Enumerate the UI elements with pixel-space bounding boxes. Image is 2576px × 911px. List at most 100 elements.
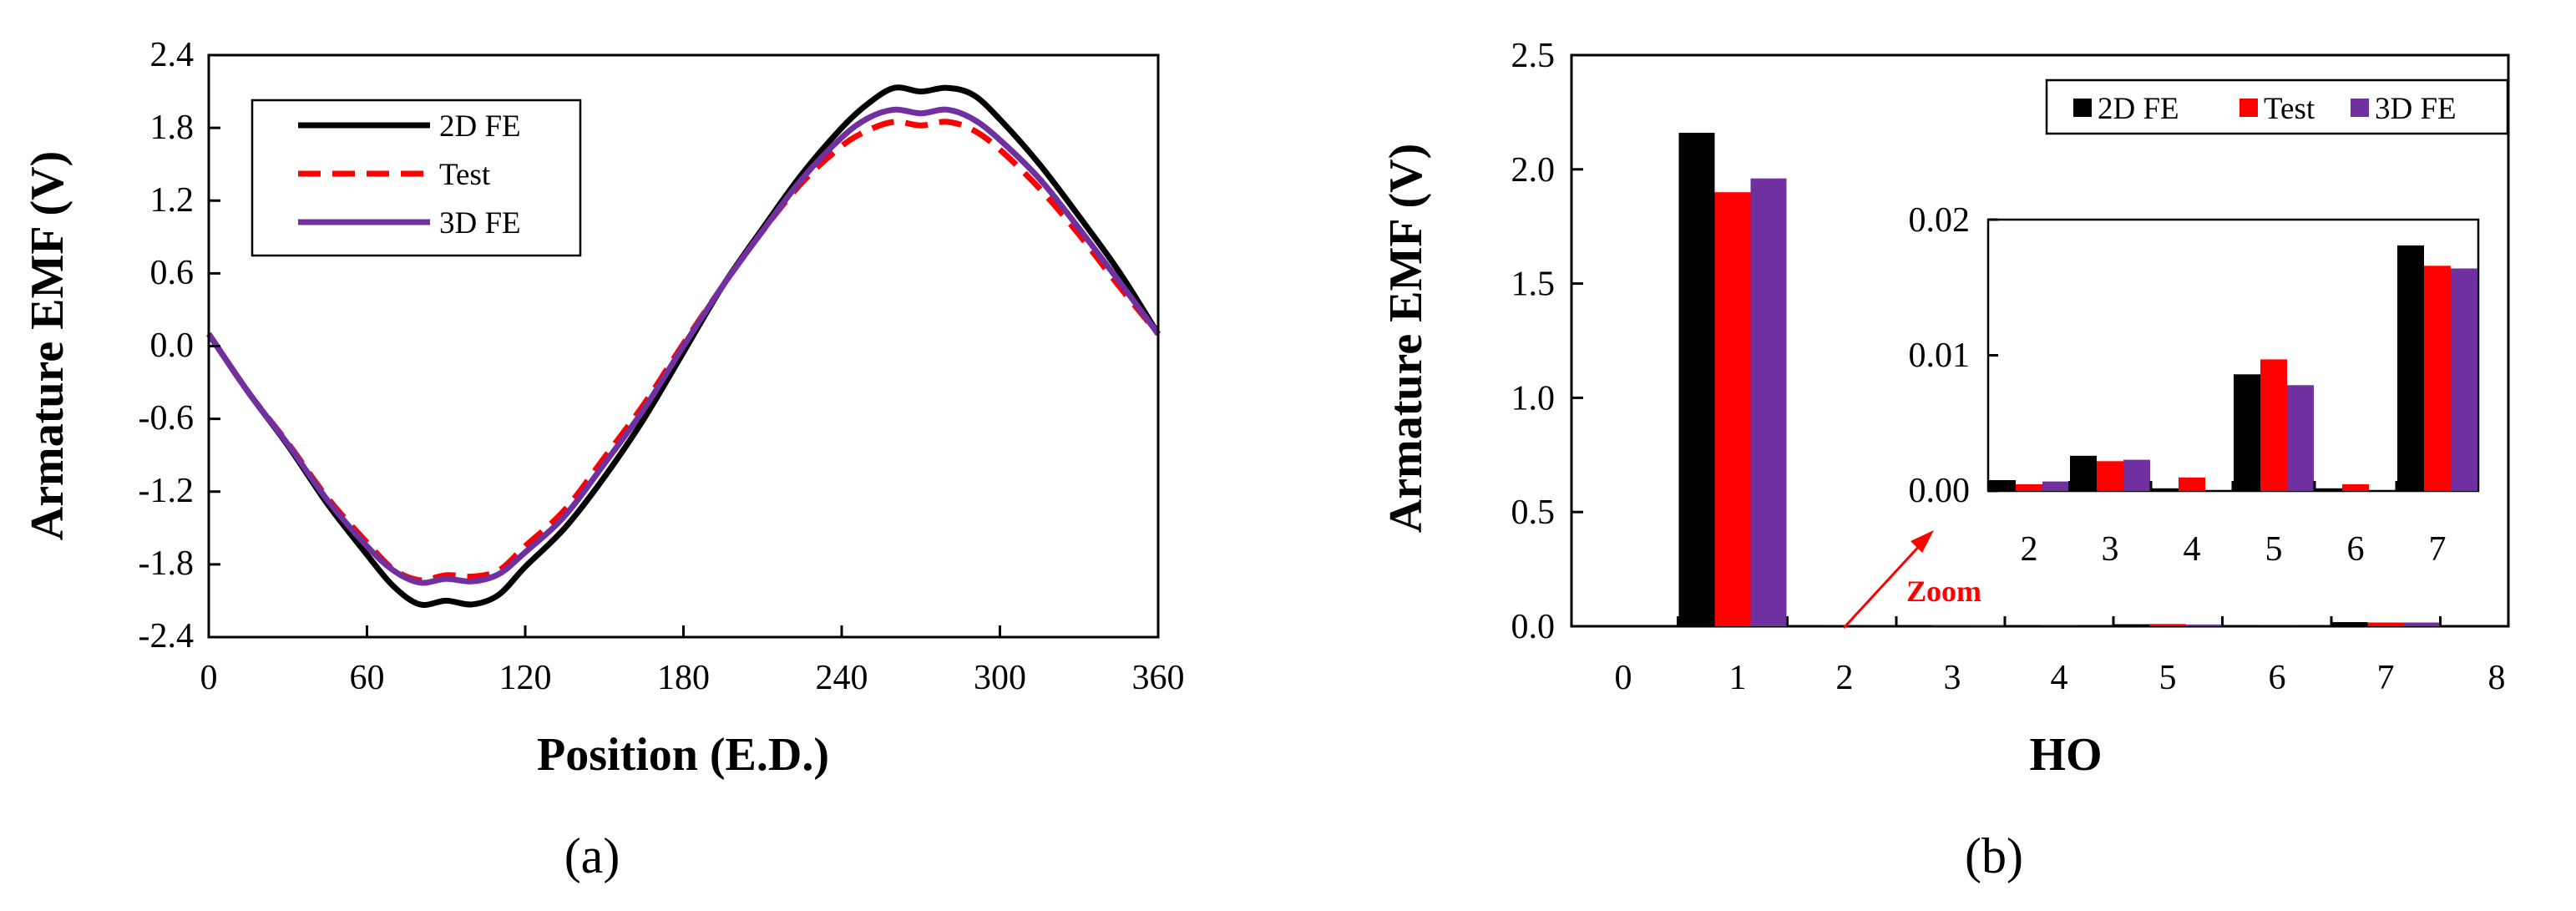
- panel-a-xtick-label: 180: [657, 659, 710, 697]
- inset-xtick-label: 5: [2265, 530, 2283, 569]
- series-line-2d-fe: [206, 84, 1161, 608]
- panel-b-ytick-label: 0.5: [1511, 493, 1556, 532]
- bar-2d-fe-ho-1: [1678, 133, 1715, 626]
- inset-ytick-label: 0.00: [1909, 472, 1971, 510]
- panel-b-y-axis-title: Armature EMF (V): [1380, 144, 1432, 534]
- inset-bar-test-ho-4: [2179, 477, 2205, 492]
- inset-bar-2d-fe-ho-4: [2152, 488, 2179, 492]
- inset-xtick-label: 6: [2347, 530, 2365, 569]
- inset-bar-3d-fe-ho-3: [2123, 459, 2150, 491]
- panel-a-ytick-label: -1.8: [139, 544, 195, 583]
- panel-b-xtick-label: 6: [2269, 659, 2286, 697]
- bar-2d-fe-ho-3: [1896, 625, 1933, 626]
- panel-b-inset-frame: [1986, 218, 2480, 493]
- panel-b-ytick-label: 2.5: [1511, 37, 1556, 75]
- panel-b-ytick-label: 1.5: [1511, 266, 1556, 304]
- bar-3d-fe-ho-5: [2185, 624, 2222, 626]
- panel-b-ticks: [1571, 53, 2442, 628]
- panel-b-xtick-label: 2: [1836, 659, 1854, 697]
- bar-2d-fe-ho-5: [2113, 624, 2150, 626]
- panel-b-legend-box: [2045, 78, 2509, 135]
- panel-b-xtick-label: 0: [1615, 659, 1632, 697]
- panel-a-xtick-label: 240: [816, 659, 868, 697]
- panel-a-ticks: [207, 53, 1160, 639]
- inset-bar-2d-fe-ho-3: [2070, 455, 2097, 492]
- panel-a-legend: 2D FE Test 3D FE: [251, 99, 582, 257]
- inset-bar-2d-fe-ho-7: [2397, 245, 2424, 491]
- inset-bar-2d-fe-ho-2: [1989, 480, 2016, 491]
- panel-a-xtick-label: 0: [200, 659, 218, 697]
- bar-test-ho-5: [2149, 624, 2186, 626]
- inset-bar-3d-fe-ho-5: [2287, 385, 2314, 492]
- panel-b-x-axis-title: HO: [2029, 729, 2102, 781]
- panel-a-ytick-label: 1.2: [150, 181, 195, 220]
- bar-test-ho-7: [2367, 622, 2404, 626]
- panel-b-label: (b): [1965, 828, 2023, 883]
- inset-xtick-label: 2: [2021, 530, 2038, 569]
- panel-b-ytick-label: 2.0: [1511, 151, 1556, 190]
- panel-a-ytick-label: -0.6: [139, 399, 195, 438]
- legend-label-test: Test: [2264, 92, 2315, 126]
- panel-b-xtick-label: 1: [1729, 659, 1747, 697]
- inset-xtick-label: 3: [2102, 530, 2119, 569]
- bar-test-ho-3: [1932, 625, 1969, 626]
- bar-3d-fe-ho-3: [1968, 625, 2005, 626]
- inset-bar-test-ho-3: [2097, 461, 2123, 492]
- panel-b-xtick-label: 3: [1944, 659, 1961, 697]
- zoom-arrow: [1842, 541, 1924, 630]
- series-line-3d-fe: [206, 106, 1161, 586]
- panel-b-bar-chart: 2.5 2.0 1.5 1.0 0.5 0.0 0 1 2 3 4 5 6 7 …: [1380, 37, 2510, 883]
- inset-bar-3d-fe-ho-7: [2451, 268, 2477, 491]
- panel-a-ytick-label: 0.6: [150, 254, 195, 292]
- panel-a-y-axis-title: Armature EMF (V): [22, 151, 73, 541]
- inset-bar-2d-fe-ho-6: [2315, 488, 2342, 492]
- zoom-label: Zoom: [1906, 574, 1981, 608]
- inset-bar-3d-fe-ho-2: [2042, 481, 2069, 491]
- zoom-arrowhead: [1910, 530, 1934, 553]
- panel-b-inset-bars: [1989, 245, 2477, 492]
- legend-label-2d-fe: 2D FE: [439, 109, 521, 144]
- panel-a-label: (a): [564, 828, 620, 883]
- panel-a-series-lines: [206, 84, 1161, 608]
- panel-a-line-chart: 2.4 1.8 1.2 0.6 0.0 -0.6 -1.2 -1.8 -2.4 …: [22, 36, 1185, 883]
- legend-swatch-2d-fe: [2073, 99, 2092, 117]
- panel-b-inset-ticks: [1988, 218, 2398, 493]
- inset-bar-test-ho-6: [2342, 483, 2369, 491]
- panel-a-xtick-label: 360: [1132, 659, 1185, 697]
- panel-b-bars: [1678, 133, 2440, 626]
- panel-a-xtick-label: 60: [350, 659, 385, 697]
- panel-b-xtick-label: 4: [2051, 659, 2068, 697]
- panel-b-legend: 2D FE Test 3D FE: [2045, 78, 2509, 135]
- panel-b-ytick-label: 0.0: [1511, 608, 1556, 646]
- legend-swatch-3d-fe: [2351, 99, 2369, 117]
- panel-b-inset-chart: 0.02 0.01 0.00 2 3 4 5 6 7: [1909, 201, 2480, 569]
- inset-bar-test-ho-7: [2424, 266, 2451, 492]
- legend-label-3d-fe: 3D FE: [439, 206, 521, 240]
- inset-xtick-label: 4: [2184, 530, 2201, 569]
- legend-label-test: Test: [439, 158, 491, 192]
- bar-2d-fe-ho-7: [2331, 622, 2368, 626]
- inset-bar-test-ho-5: [2260, 359, 2287, 491]
- inset-bar-test-ho-2: [2016, 483, 2042, 491]
- zoom-annotation: Zoom: [1842, 530, 1981, 630]
- panel-b-ytick-label: 1.0: [1511, 379, 1556, 418]
- panel-b-xtick-label: 5: [2159, 659, 2177, 697]
- panel-b-xtick-label: 8: [2488, 659, 2506, 697]
- panel-a-ytick-label: 1.8: [150, 109, 195, 147]
- inset-bar-2d-fe-ho-5: [2234, 374, 2260, 492]
- panel-a-xtick-label: 120: [499, 659, 552, 697]
- inset-ytick-label: 0.01: [1909, 337, 1971, 375]
- inset-xtick-label: 7: [2429, 530, 2447, 569]
- panel-a-x-axis-title: Position (E.D.): [537, 729, 829, 781]
- panel-a-ytick-label: 2.4: [150, 36, 195, 74]
- legend-label-2d-fe: 2D FE: [2098, 92, 2179, 126]
- bar-3d-fe-ho-1: [1750, 178, 1787, 626]
- panel-b-xtick-label: 7: [2377, 659, 2395, 697]
- panel-a-ytick-label: -1.2: [139, 472, 195, 510]
- panel-a-xtick-label: 300: [974, 659, 1026, 697]
- panel-a-ytick-label: 0.0: [150, 326, 195, 365]
- panel-a-ytick-label: -2.4: [139, 617, 195, 655]
- bar-test-ho-1: [1714, 192, 1751, 626]
- inset-ytick-label: 0.02: [1909, 201, 1971, 240]
